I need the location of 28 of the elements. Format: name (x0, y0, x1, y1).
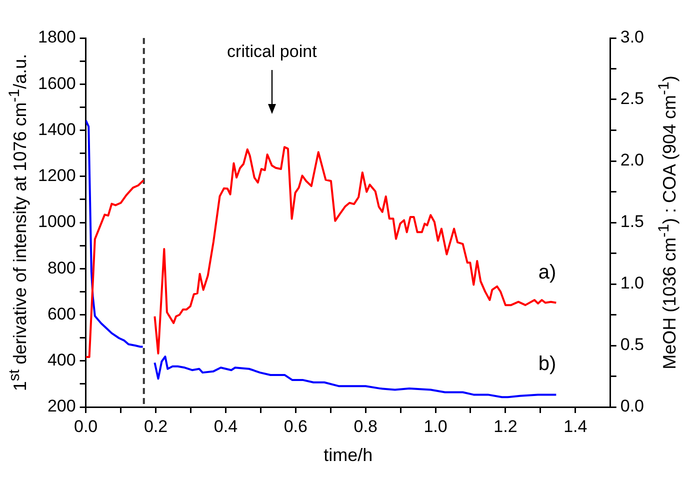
y2-tick-label: 1.5 (620, 212, 644, 232)
y-tick-label: 1200 (38, 166, 76, 186)
y-tick-label: 1000 (38, 212, 76, 232)
y2-tick-label: 0.5 (620, 335, 644, 354)
x-tick-label: 0.6 (284, 416, 308, 436)
y-tick-label: 600 (47, 304, 76, 324)
y2-tick-label: 0.0 (620, 396, 644, 416)
series-label: b) (538, 353, 556, 376)
y2-tick-label: 2.0 (620, 150, 644, 170)
x-tick-label: 1.0 (424, 416, 448, 436)
y2-tick-label: 2.5 (620, 89, 644, 108)
x-tick-label: 1.2 (494, 416, 518, 436)
y-tick-label: 1400 (38, 120, 76, 139)
series-label: a) (538, 261, 556, 284)
x-tick-label: 0.0 (74, 416, 98, 436)
x-tick-label: 0.8 (354, 416, 378, 436)
x-axis-title: time/h (324, 445, 373, 466)
y-tick-label: 1800 (38, 28, 76, 47)
y-tick-label: 200 (47, 396, 76, 416)
y-tick-label: 400 (47, 350, 76, 370)
x-tick-label: 0.2 (144, 416, 168, 436)
annotation: critical point (227, 42, 317, 62)
x-tick-label: 1.4 (564, 416, 588, 436)
x-tick-label: 0.4 (214, 416, 238, 436)
y-tick-label: 800 (47, 258, 76, 278)
y2-tick-label: 3.0 (620, 28, 644, 47)
y-tick-label: 1600 (38, 74, 76, 93)
y2-tick-label: 1.0 (620, 274, 644, 293)
